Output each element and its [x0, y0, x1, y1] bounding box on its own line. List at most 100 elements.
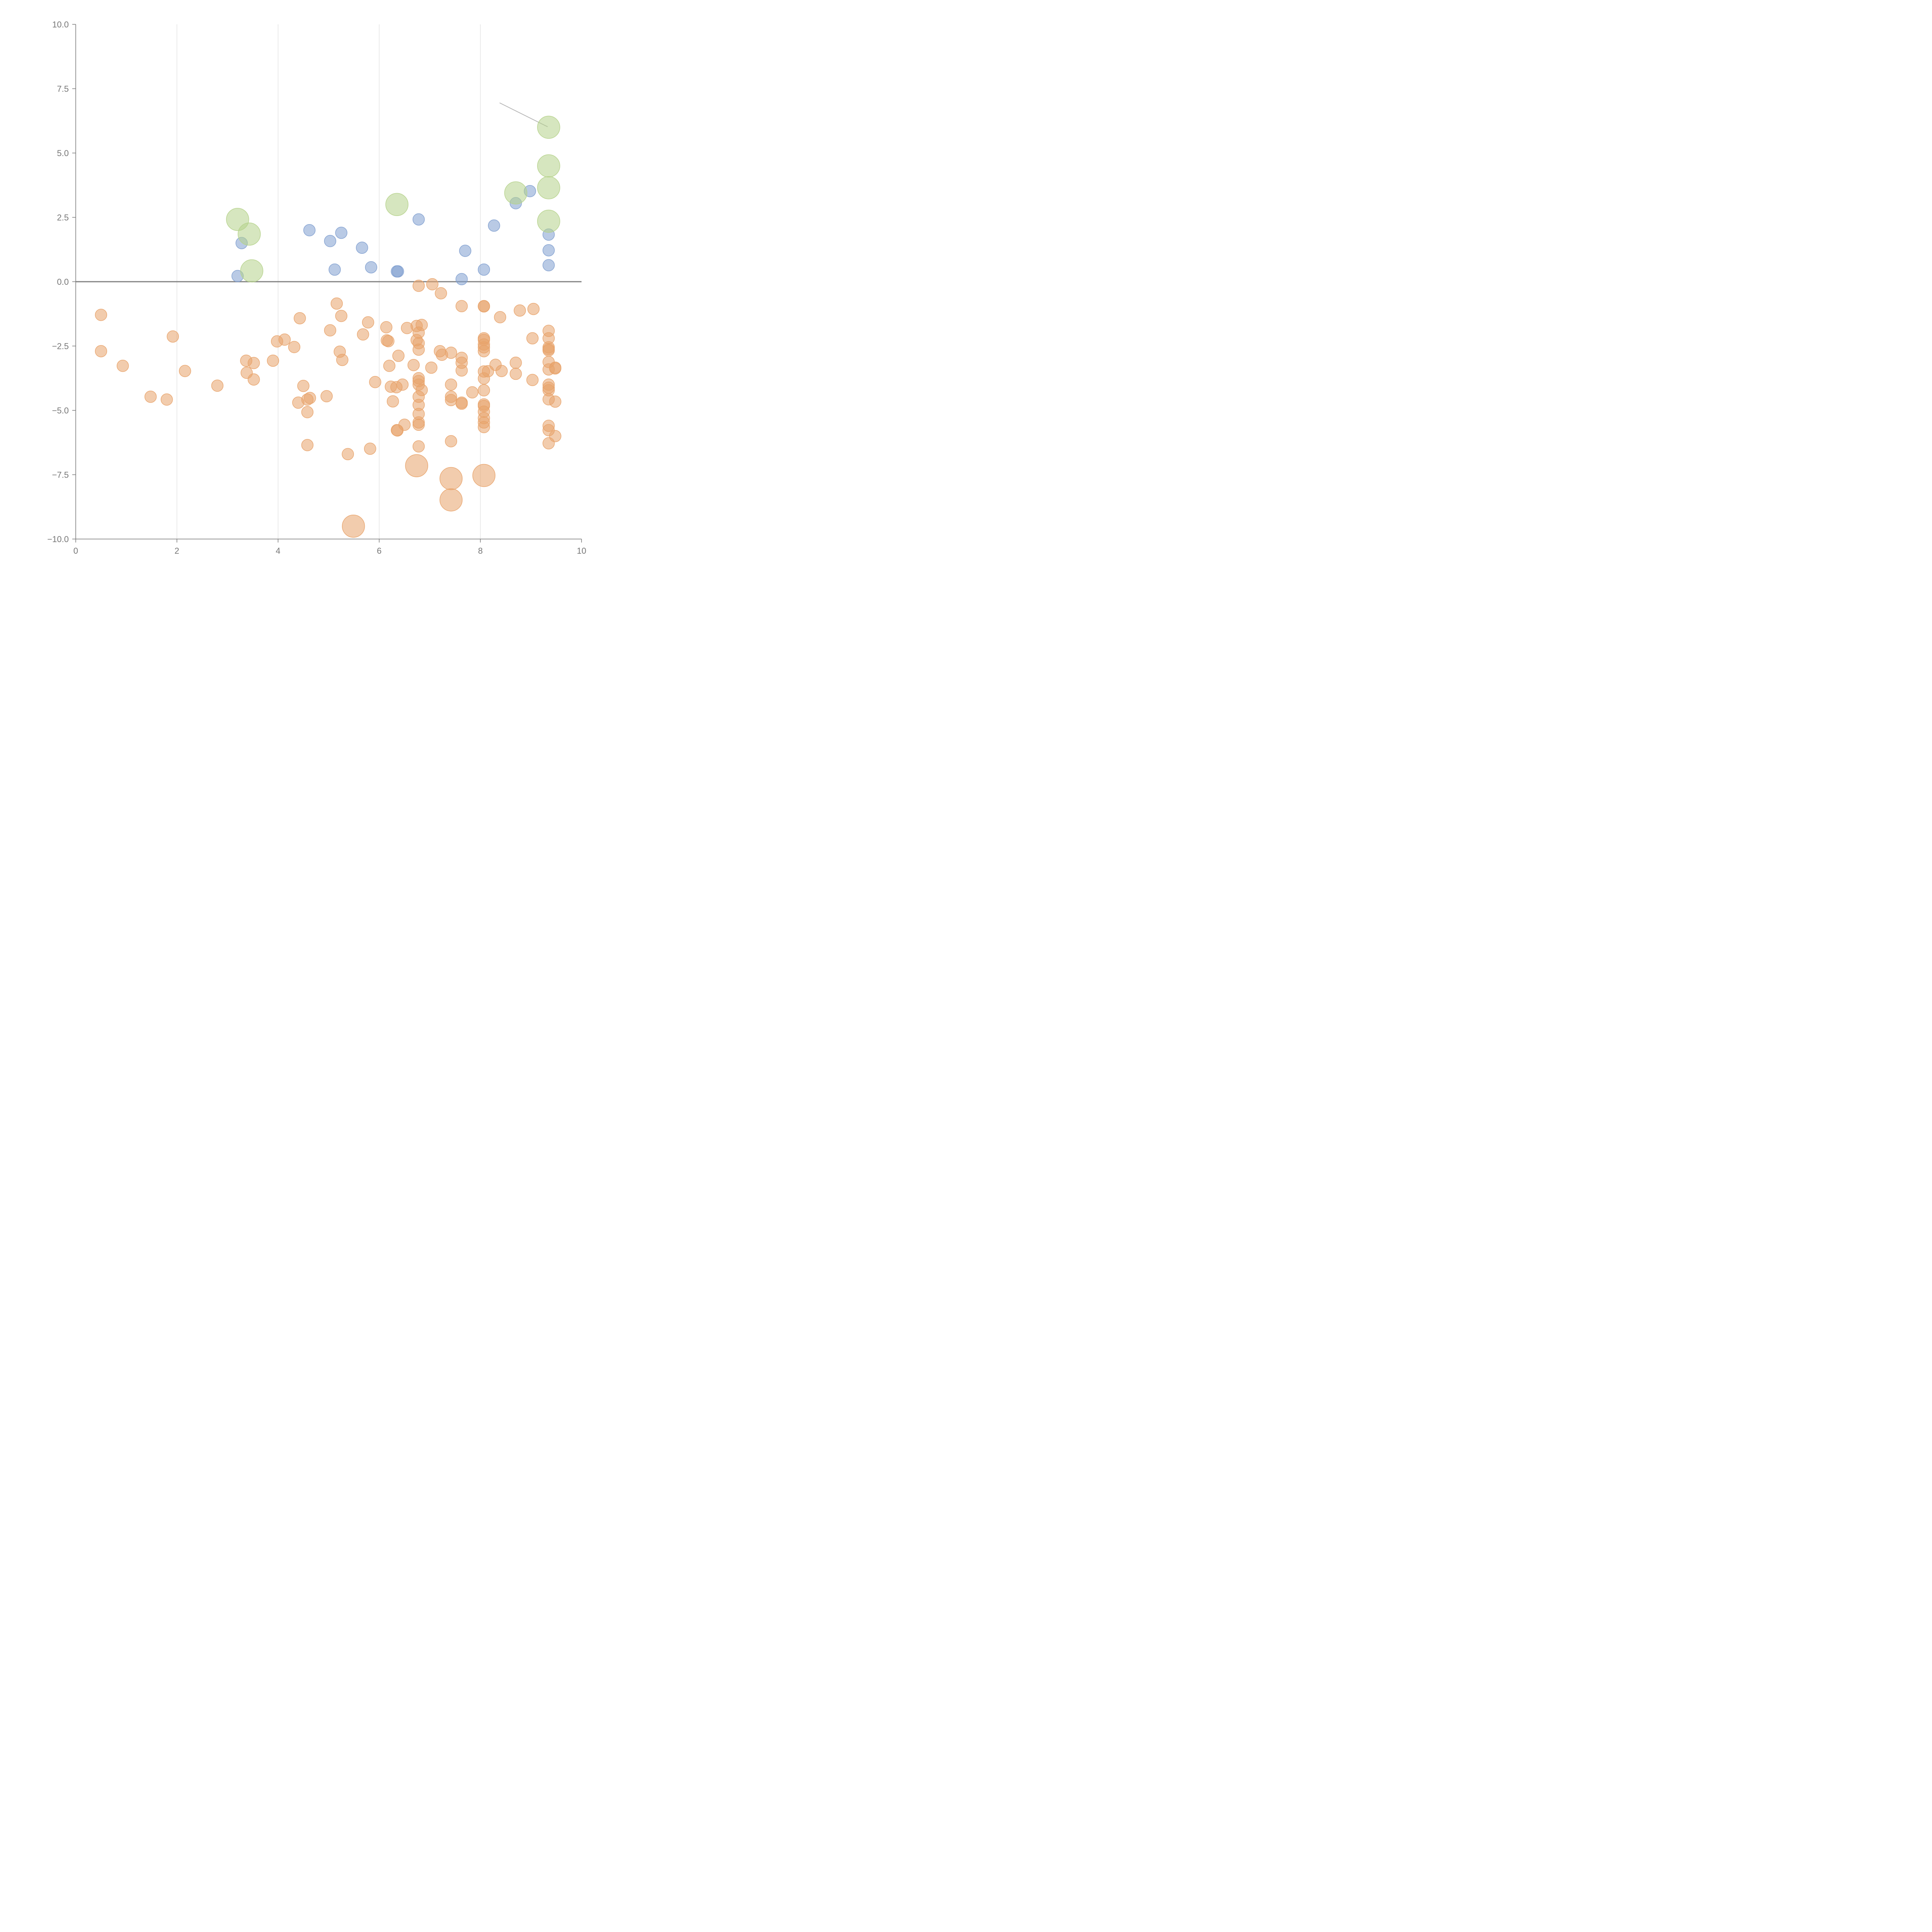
negative-point	[364, 442, 376, 455]
positive-point	[303, 224, 316, 236]
negative-point	[445, 378, 457, 391]
negative-point	[478, 345, 490, 357]
negative-point	[380, 321, 393, 333]
negative-point	[211, 379, 224, 392]
negative-point	[495, 365, 508, 377]
positive-point	[543, 259, 555, 272]
negative-point	[549, 395, 561, 408]
positive-point	[488, 219, 500, 232]
negative-point	[514, 304, 526, 317]
negative-point	[510, 367, 522, 380]
data-points	[95, 102, 561, 538]
negative-point	[456, 364, 468, 377]
negative-point	[382, 335, 395, 347]
positive-point	[478, 263, 490, 276]
negative-point	[335, 310, 347, 322]
y-tick-label: −10.0	[47, 534, 69, 544]
negative-point	[445, 435, 457, 447]
x-tick-label: 0	[73, 546, 78, 556]
negative-point	[288, 341, 301, 353]
x-tick-label: 10	[577, 546, 586, 556]
negative-point	[478, 384, 490, 396]
highlight-negative-point	[342, 514, 365, 538]
negative-point	[144, 390, 157, 403]
negative-point	[267, 354, 279, 367]
highlight-positive-point	[537, 209, 560, 233]
negative-point	[445, 347, 457, 359]
positive-point	[543, 244, 555, 257]
negative-point	[426, 278, 439, 291]
highlight-positive-point	[537, 116, 560, 139]
negative-point	[456, 397, 468, 410]
negative-point	[330, 297, 343, 310]
positive-point	[459, 245, 471, 257]
positive-point	[324, 235, 337, 247]
negative-point	[527, 303, 540, 315]
negative-point	[392, 350, 405, 362]
negative-point	[301, 439, 314, 451]
highlight-negative-point	[472, 464, 496, 487]
negative-point	[478, 421, 490, 434]
positive-point	[356, 242, 368, 254]
gridlines	[76, 24, 582, 539]
highlight-positive-point	[537, 154, 560, 178]
negative-point	[301, 406, 314, 418]
negative-point	[383, 360, 396, 372]
negative-point	[95, 345, 107, 357]
y-tick-label: 5.0	[57, 148, 69, 158]
positive-point	[335, 226, 347, 239]
negative-point	[412, 418, 425, 431]
negative-point	[386, 395, 399, 408]
positive-point	[456, 273, 468, 286]
highlight-negative-point	[439, 488, 463, 512]
negative-point	[415, 319, 428, 331]
negative-point	[435, 287, 447, 299]
negative-point	[167, 330, 179, 343]
negative-point	[116, 360, 129, 372]
negative-point	[415, 384, 428, 396]
y-tick-label: 7.5	[57, 84, 69, 94]
negative-point	[425, 361, 437, 374]
negative-point	[362, 316, 374, 328]
highlight-positive-point	[537, 176, 560, 199]
highlight-negative-point	[439, 467, 463, 490]
negative-point	[398, 418, 411, 431]
negative-point	[179, 365, 191, 377]
negative-point	[466, 386, 479, 399]
negative-point	[248, 357, 260, 369]
negative-point	[412, 440, 425, 452]
negative-point	[320, 390, 333, 403]
y-tick-label: 10.0	[52, 20, 69, 29]
negative-point	[526, 374, 539, 386]
negative-point	[396, 378, 409, 391]
x-tick-label: 6	[377, 546, 381, 556]
negative-point	[412, 344, 425, 356]
negative-point	[510, 357, 522, 369]
y-tick-label: −2.5	[52, 342, 69, 351]
y-tick-label: −7.5	[52, 470, 69, 480]
x-tick-label: 4	[276, 546, 280, 556]
highlight-positive-point	[385, 193, 408, 216]
negative-point	[95, 309, 107, 321]
negative-point	[526, 332, 539, 345]
negative-point	[336, 354, 349, 366]
negative-point	[324, 324, 337, 337]
negative-point	[297, 379, 310, 392]
negative-point	[248, 373, 260, 386]
y-tick-label: 0.0	[57, 277, 69, 287]
negative-point	[407, 359, 420, 371]
negative-point	[294, 312, 306, 325]
y-tick-label: 2.5	[57, 213, 69, 223]
negative-point	[494, 311, 507, 323]
highlight-positive-point	[238, 223, 261, 246]
negative-point	[369, 376, 381, 388]
negative-point	[342, 448, 354, 460]
negative-point	[304, 392, 316, 404]
positive-point	[365, 261, 378, 274]
negative-point	[412, 279, 425, 292]
y-tick-label: −5.0	[52, 406, 69, 415]
axes: 10.0 7.5 5.0 2.5 0.0 −2.5 −5.0 −7.5 −10.0 0 2 4 6 8 10	[47, 20, 586, 556]
negative-point	[445, 394, 457, 406]
positive-point	[328, 263, 341, 276]
negative-point	[278, 333, 291, 346]
